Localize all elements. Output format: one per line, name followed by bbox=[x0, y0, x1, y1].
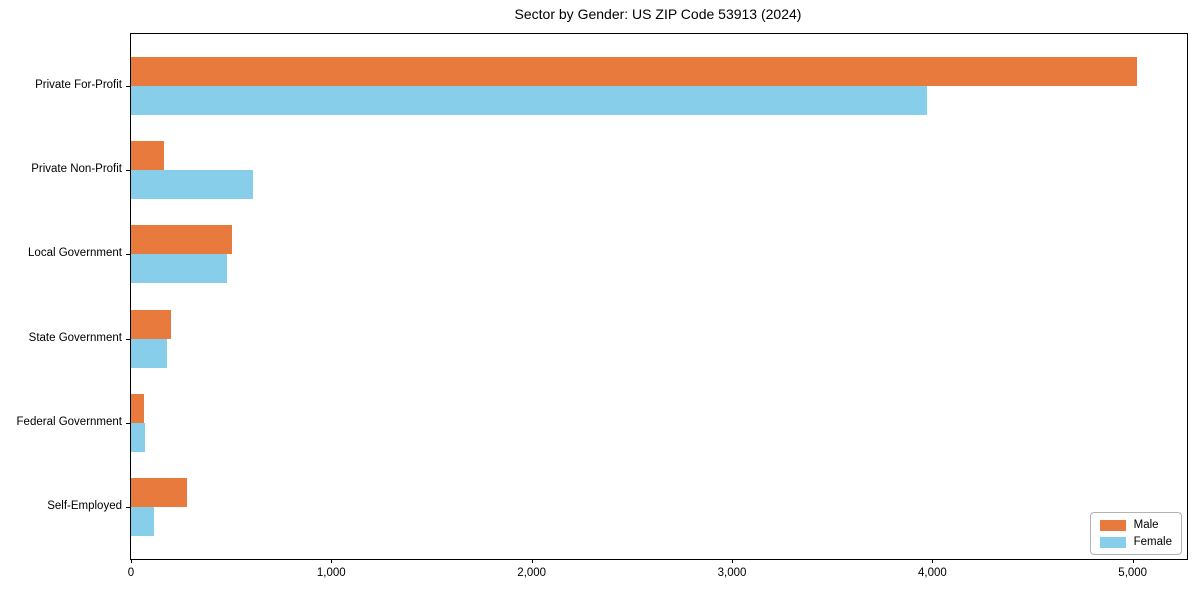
y-tick-federal-government bbox=[126, 422, 130, 424]
y-tick-private-for-profit bbox=[126, 86, 130, 88]
legend: Male Female bbox=[1089, 512, 1182, 555]
bar-female-self-employed bbox=[131, 506, 154, 536]
x-tick-5000 bbox=[1132, 559, 1134, 563]
y-tick-label-private-for-profit: Private For-Profit bbox=[35, 79, 122, 92]
y-tick-label-private-non-profit: Private Non-Profit bbox=[31, 163, 122, 176]
legend-item-male: Male bbox=[1099, 519, 1172, 531]
bar-male-private-non-profit bbox=[131, 141, 165, 171]
y-tick-state-government bbox=[126, 338, 130, 340]
x-tick-1000 bbox=[331, 559, 333, 563]
x-tick-label-5000: 5,000 bbox=[1118, 567, 1148, 579]
plot-area: Male Female 0 1,000 2,000 3,000 4,000 5,000 bbox=[126, 33, 1188, 579]
bar-male-local-government bbox=[131, 225, 233, 255]
legend-label-male: Male bbox=[1133, 519, 1159, 531]
legend-label-female: Female bbox=[1133, 536, 1172, 548]
legend-swatch-female bbox=[1099, 536, 1126, 548]
bar-male-private-for-profit bbox=[131, 57, 1137, 87]
bar-male-self-employed bbox=[131, 477, 188, 507]
x-tick-2000 bbox=[531, 559, 533, 563]
x-tick-label-0: 0 bbox=[127, 567, 135, 579]
legend-swatch-male bbox=[1099, 519, 1126, 531]
bar-female-private-non-profit bbox=[131, 170, 254, 200]
y-tick-label-state-government: State Government bbox=[28, 331, 122, 344]
bar-female-state-government bbox=[131, 338, 168, 368]
bar-male-state-government bbox=[131, 309, 172, 339]
y-tick-label-local-government: Local Government bbox=[28, 247, 122, 260]
x-tick-label-3000: 3,000 bbox=[717, 567, 747, 579]
bar-female-local-government bbox=[131, 254, 228, 284]
x-tick-label-4000: 4,000 bbox=[918, 567, 947, 579]
bar-female-private-for-profit bbox=[131, 86, 928, 116]
y-tick-private-non-profit bbox=[126, 170, 130, 172]
y-tick-local-government bbox=[126, 254, 130, 256]
legend-item-female: Female bbox=[1099, 536, 1172, 548]
x-tick-label-1000: 1,000 bbox=[316, 567, 346, 579]
y-tick-label-self-employed: Self-Employed bbox=[47, 499, 122, 512]
y-tick-self-employed bbox=[126, 506, 130, 508]
x-tick-0 bbox=[131, 559, 132, 563]
bar-male-federal-government bbox=[131, 393, 144, 423]
y-tick-label-federal-government: Federal Government bbox=[16, 415, 122, 428]
bar-female-federal-government bbox=[131, 422, 145, 452]
x-tick-label-2000: 2,000 bbox=[517, 567, 547, 579]
chart-title: Sector by Gender: US ZIP Code 53913 (202… bbox=[514, 6, 802, 22]
x-tick-4000 bbox=[932, 559, 934, 563]
x-tick-3000 bbox=[732, 559, 733, 563]
